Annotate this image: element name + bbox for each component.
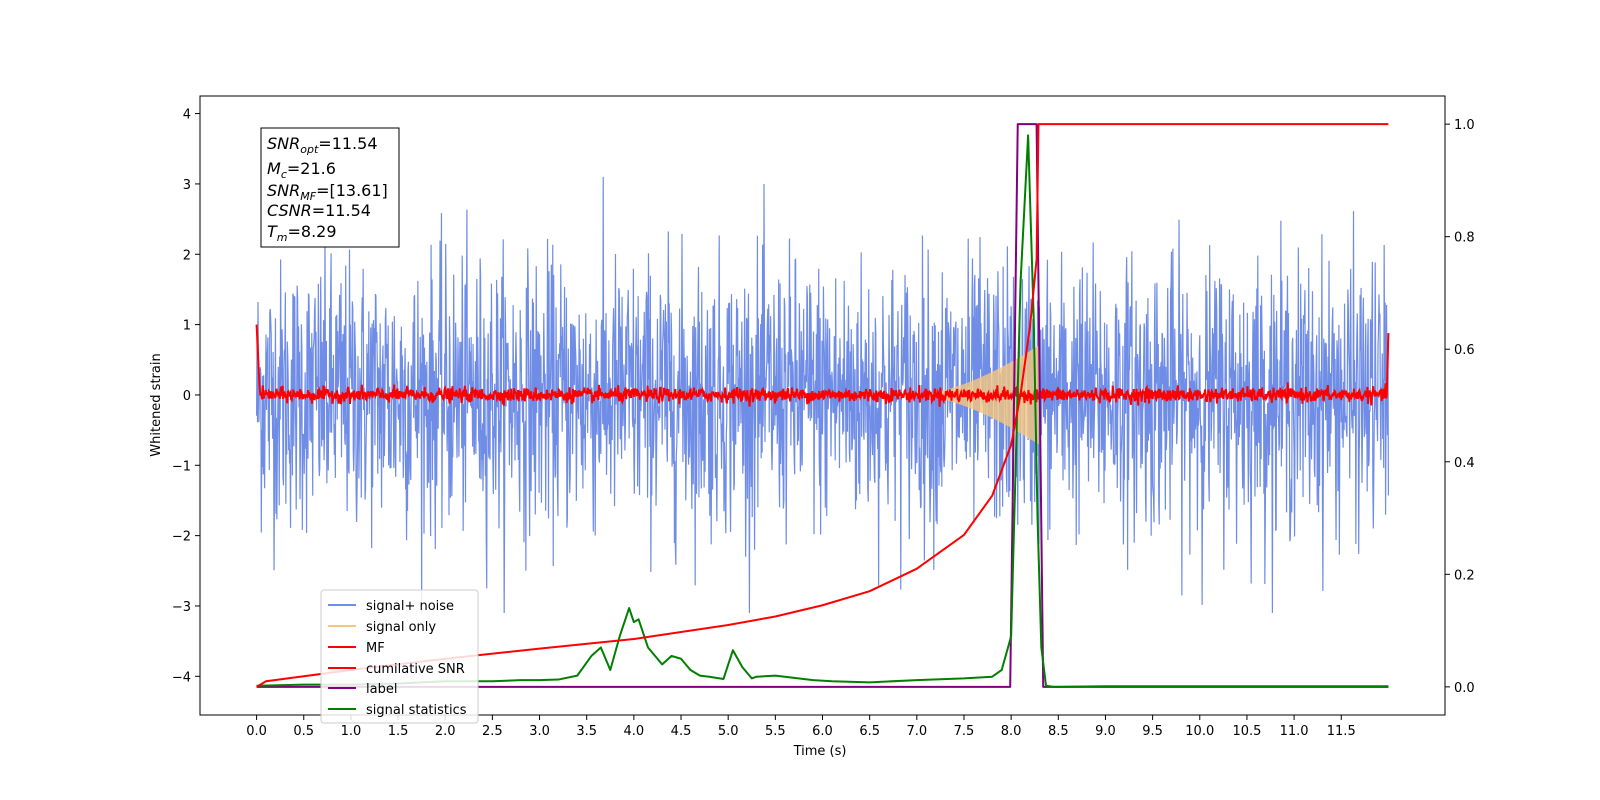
- x-tick-label: 7.5: [954, 724, 975, 739]
- x-tick-label: 5.5: [765, 724, 786, 739]
- x-tick-label: 10.5: [1232, 724, 1261, 739]
- y-right-tick-label: 0.0: [1454, 681, 1475, 696]
- x-tick-label: 9.0: [1095, 724, 1116, 739]
- y-right-tick-label: 0.2: [1454, 568, 1475, 583]
- y-right-tick-label: 0.4: [1454, 456, 1475, 471]
- x-tick-label: 8.5: [1048, 724, 1069, 739]
- annotation-csnr: CSNR=11.54: [267, 201, 371, 220]
- annotation-mc: Mc=21.6: [267, 159, 336, 181]
- y-axis-right: 1.0 0.8 0.6 0.4 0.2 0.0: [1445, 118, 1475, 696]
- annotation-frame: [260, 127, 400, 248]
- y-right-tick-label: 1.0: [1454, 118, 1475, 133]
- x-tick-label: 0.5: [293, 724, 314, 739]
- y-left-tick-label: 0: [183, 389, 191, 404]
- y-left-tick-label: −1: [172, 459, 191, 474]
- x-tick-label: 0.0: [246, 724, 267, 739]
- annotation-tm: Tm=8.29: [267, 222, 337, 244]
- y-left-tick-label: 4: [183, 108, 191, 123]
- x-tick-label: 1.0: [341, 724, 362, 739]
- x-tick-label: 5.0: [718, 724, 739, 739]
- x-tick-label: 3.0: [529, 724, 550, 739]
- y-axis-left: 4 3 2 1 0 −1 −2 −3 −4: [172, 108, 200, 685]
- legend-label-signal-noise: signal+ noise: [366, 599, 454, 614]
- annotation-snr-mf: SNRMF=[13.61]: [267, 181, 388, 203]
- x-tick-label: 7.0: [906, 724, 927, 739]
- x-tick-label: 11.5: [1327, 724, 1356, 739]
- legend-label-label: label: [366, 682, 397, 697]
- y-left-tick-label: 3: [183, 178, 191, 193]
- legend-frame: [320, 589, 479, 724]
- y-left-tick-label: 2: [183, 248, 191, 263]
- x-tick-label: 11.0: [1280, 724, 1309, 739]
- x-tick-label: 2.0: [435, 724, 456, 739]
- legend-label-mf: MF: [366, 641, 385, 656]
- x-axis-label: Time (s): [793, 744, 847, 759]
- series-signal-statistics: [256, 134, 1389, 688]
- x-axis: 0.0 0.5 1.0 1.5 2.0 2.5 3.0 3.5 4.0 4.5 5.0 5.5 6.0 6…: [246, 715, 1356, 739]
- y-axis-label: Whitened strain: [149, 353, 164, 456]
- legend-label-signal-only: signal only: [366, 620, 436, 635]
- y-left-tick-label: 1: [183, 319, 191, 334]
- x-tick-label: 4.5: [671, 724, 692, 739]
- plot-area: [255, 123, 1390, 688]
- series-signal-noise: [255, 176, 1390, 614]
- x-tick-label: 9.5: [1142, 724, 1163, 739]
- x-tick-label: 8.0: [1001, 724, 1022, 739]
- x-tick-label: 2.5: [482, 724, 503, 739]
- x-tick-label: 6.0: [812, 724, 833, 739]
- series-mf: [255, 324, 1390, 407]
- legend-label-signal-statistics: signal statistics: [366, 703, 467, 718]
- y-right-tick-label: 0.8: [1454, 231, 1475, 246]
- y-left-tick-label: −2: [172, 530, 191, 545]
- x-tick-label: 6.5: [859, 724, 880, 739]
- y-right-tick-label: 0.6: [1454, 343, 1475, 358]
- x-tick-label: 3.5: [576, 724, 597, 739]
- x-tick-label: 1.5: [388, 724, 409, 739]
- annotation-snr-opt: SNRopt=11.54: [267, 134, 378, 156]
- x-tick-label: 10.0: [1185, 724, 1214, 739]
- y-left-tick-label: −3: [172, 600, 191, 615]
- legend-label-cumulative-snr: cumilative SNR: [366, 662, 465, 677]
- annotation-box: SNRopt=11.54 Mc=21.6 SNRMF=[13.61] CSNR=…: [260, 127, 400, 248]
- legend: signal+ noise signal only MF cumilative …: [320, 589, 479, 724]
- x-tick-label: 4.0: [624, 724, 645, 739]
- y-left-tick-label: −4: [172, 670, 191, 685]
